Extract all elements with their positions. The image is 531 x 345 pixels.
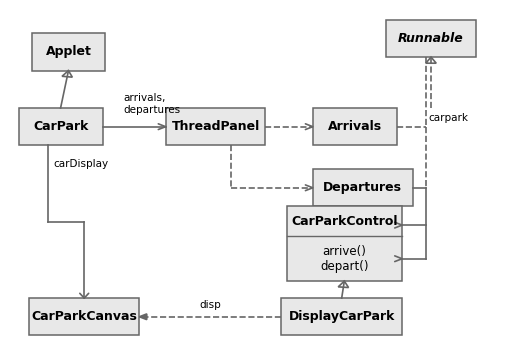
Text: DisplayCarPark: DisplayCarPark [288, 310, 395, 323]
Text: ThreadPanel: ThreadPanel [172, 120, 260, 133]
Text: disp: disp [200, 300, 221, 310]
Text: Runnable: Runnable [398, 32, 464, 45]
Text: carDisplay: carDisplay [53, 159, 108, 169]
Text: depart(): depart() [320, 260, 369, 273]
Bar [19, 108, 102, 145]
Polygon shape [140, 314, 147, 319]
Bar [313, 169, 413, 206]
Bar [313, 108, 397, 145]
Text: Arrivals: Arrivals [328, 120, 382, 133]
Text: arrive(): arrive() [322, 245, 366, 258]
Text: Applet: Applet [46, 46, 91, 59]
Bar [281, 298, 402, 335]
Text: CarPark: CarPark [33, 120, 88, 133]
Bar [387, 20, 476, 57]
Polygon shape [62, 71, 72, 77]
Bar [166, 108, 266, 145]
Polygon shape [338, 281, 348, 287]
Text: CarParkControl: CarParkControl [291, 215, 398, 228]
Text: Departures: Departures [323, 181, 402, 194]
Bar [32, 33, 105, 71]
Text: carpark: carpark [429, 113, 468, 123]
Polygon shape [426, 57, 436, 63]
Text: CarParkCanvas: CarParkCanvas [31, 310, 137, 323]
Bar [29, 298, 140, 335]
Bar [287, 206, 402, 281]
Text: arrivals,
departures: arrivals, departures [124, 93, 181, 115]
